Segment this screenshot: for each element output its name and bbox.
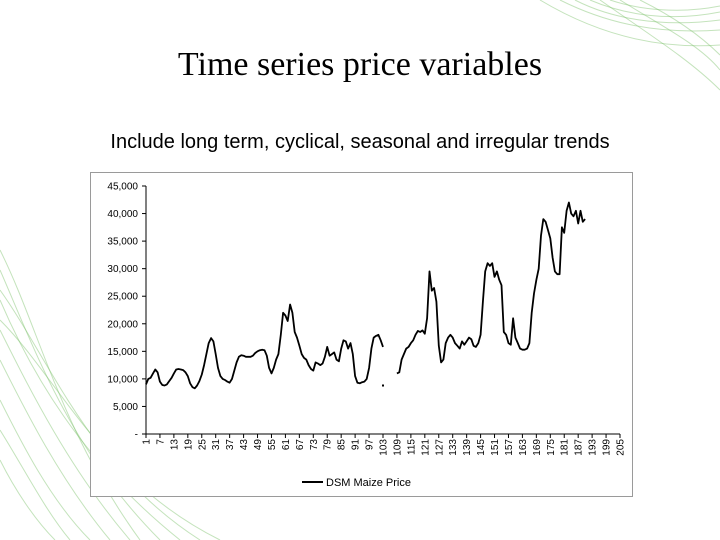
x-tick-label: 187	[574, 439, 585, 456]
x-tick-label: 109	[392, 439, 403, 456]
y-tick-label: 15,000	[107, 347, 138, 358]
legend: DSM Maize Price	[302, 477, 411, 489]
x-tick-label: 7	[155, 439, 166, 445]
x-tick-label: 79	[323, 439, 334, 451]
plot-area	[145, 201, 586, 390]
y-tick-label: 45,000	[107, 182, 138, 193]
y-axis: - 5,000 10,000 15,000 20,000 25,000 30,000 35,0…	[107, 182, 147, 441]
x-tick-label: 97	[365, 439, 376, 451]
series-line-segment	[145, 303, 384, 390]
x-tick-label: 43	[239, 439, 250, 451]
x-tick-label: 175	[546, 439, 557, 456]
green-swirl-bottom-left	[0, 249, 221, 540]
x-tick-label: 115	[406, 439, 417, 455]
y-tick-label: 5,000	[113, 402, 138, 413]
x-tick-label: 169	[532, 439, 543, 456]
x-tick-label: 121	[420, 439, 431, 456]
x-tick-label: 67	[295, 439, 306, 451]
y-tick-label: 30,000	[107, 264, 138, 275]
x-tick-label: 157	[504, 439, 515, 456]
x-tick-label: 139	[462, 439, 473, 456]
x-tick-label: 73	[309, 439, 320, 451]
x-axis: 1 7 13 19 25 31 37 43 49 55 61 67 73 79 85 91 97 103 109 11…	[142, 433, 627, 456]
x-tick-label: 37	[225, 439, 236, 451]
x-tick-label: 163	[518, 439, 529, 456]
y-tick-label: 25,000	[107, 292, 138, 303]
x-tick-label: 133	[448, 439, 459, 456]
x-tick-label: 49	[253, 439, 264, 451]
green-swirl-top-right	[539, 0, 720, 91]
x-tick-label: 205	[616, 439, 627, 456]
x-tick-label: 55	[267, 439, 278, 451]
x-tick-label: 85	[337, 439, 348, 451]
x-tick-label: 127	[434, 439, 445, 456]
x-tick-label: 19	[183, 439, 194, 451]
x-tick-label: 151	[490, 439, 501, 456]
y-tick-label: 40,000	[107, 209, 138, 220]
slide-title: Time series price variables	[177, 46, 543, 83]
x-tick-label: 13	[169, 439, 180, 451]
slide-subtitle: Include long term, cyclical, seasonal an…	[110, 131, 610, 153]
isolated-data-point	[382, 384, 384, 387]
y-tick-label: 20,000	[107, 319, 138, 330]
line-chart: - 5,000 10,000 15,000 20,000 25,000 30,000 35,0…	[107, 182, 627, 490]
x-tick-label: 181	[560, 439, 571, 456]
x-tick-label: 145	[476, 439, 487, 456]
x-tick-label: 25	[197, 439, 208, 451]
y-tick-label: 35,000	[107, 237, 138, 248]
legend-label: DSM Maize Price	[326, 477, 411, 489]
x-tick-label: 91	[351, 439, 362, 451]
x-tick-label: 199	[602, 439, 613, 456]
x-tick-label: 103	[379, 439, 390, 456]
x-tick-label: 193	[588, 439, 599, 456]
x-tick-label: 1	[142, 439, 153, 445]
y-tick-label: -	[135, 430, 138, 441]
x-tick-label: 61	[281, 439, 292, 451]
y-tick-label: 10,000	[107, 374, 138, 385]
series-line-segment	[396, 201, 586, 375]
x-tick-label: 31	[211, 439, 222, 451]
